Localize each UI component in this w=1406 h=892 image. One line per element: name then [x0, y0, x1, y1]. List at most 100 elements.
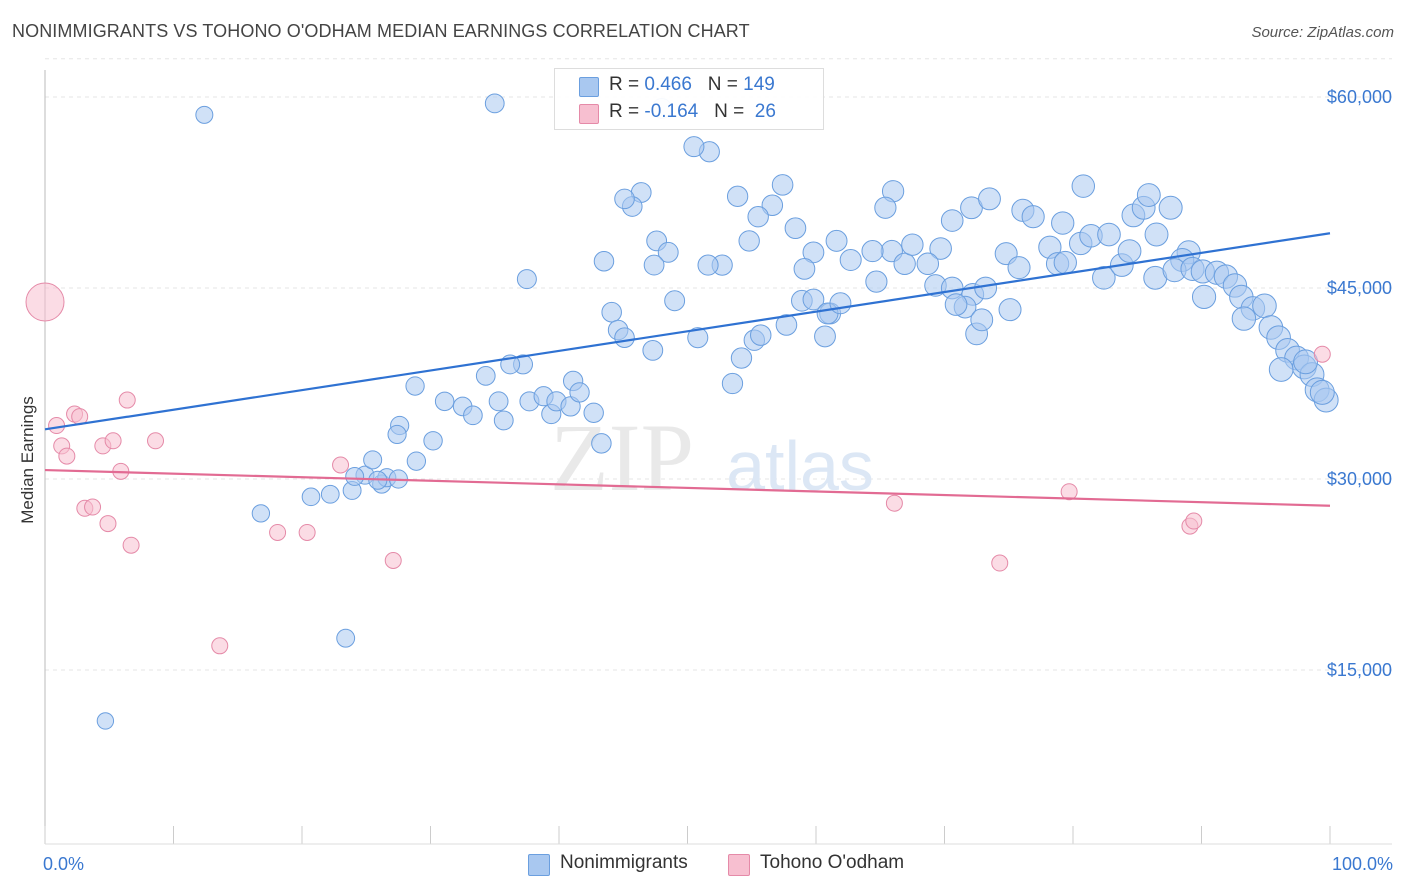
data-point — [493, 410, 514, 431]
r-label: R = — [609, 74, 645, 95]
data-point — [211, 637, 229, 655]
nonimmigrants-trend-line — [44, 232, 1331, 431]
tohono-points — [25, 282, 1331, 655]
data-point — [384, 551, 402, 569]
nonimmigrants-points — [96, 93, 1339, 730]
data-point — [944, 293, 968, 316]
data-point — [583, 402, 604, 423]
data-point — [423, 431, 443, 451]
data-point — [488, 391, 509, 412]
data-point — [298, 523, 316, 541]
data-point — [998, 298, 1022, 322]
data-point — [865, 270, 888, 293]
chart-title: NONIMMIGRANTS VS TOHONO O'ODHAM MEDIAN E… — [12, 21, 750, 41]
y-tick-label: $60,000 — [1327, 87, 1392, 107]
data-point — [1007, 256, 1031, 280]
data-point — [1268, 357, 1294, 382]
tohono-swatch — [579, 104, 599, 124]
data-point — [1092, 266, 1116, 290]
data-point — [387, 424, 407, 445]
data-point — [58, 447, 76, 465]
data-point — [1071, 174, 1096, 198]
data-point — [978, 187, 1001, 211]
data-point — [683, 136, 705, 158]
data-point — [99, 515, 117, 533]
data-point — [642, 340, 664, 361]
n-value: 26 — [749, 101, 776, 122]
data-point — [332, 456, 350, 474]
data-point — [25, 282, 65, 322]
data-point — [664, 290, 686, 312]
data-point — [195, 105, 214, 124]
data-point — [320, 484, 340, 504]
data-point — [1313, 345, 1331, 363]
data-point — [591, 433, 612, 454]
legend-label: Nonimmigrants — [560, 852, 688, 873]
n-label: N = — [714, 101, 750, 122]
data-point — [738, 230, 760, 252]
data-point — [463, 405, 483, 426]
data-point — [1136, 183, 1161, 207]
data-point — [122, 536, 140, 554]
r-label: R = — [609, 101, 645, 122]
data-point — [614, 327, 635, 348]
data-point — [697, 254, 719, 276]
nonimmigrants-swatch — [579, 77, 599, 97]
trend-lines — [44, 232, 1331, 507]
data-point — [406, 451, 427, 471]
data-point — [802, 241, 825, 264]
data-point — [761, 194, 784, 216]
y-tick-label: $30,000 — [1327, 469, 1392, 489]
data-point — [687, 327, 709, 349]
y-tick-label: $45,000 — [1327, 278, 1392, 298]
data-point — [929, 237, 952, 260]
data-point — [1117, 239, 1142, 263]
axes — [44, 70, 1392, 845]
stats-row-nonimmigrants: R = 0.466 N = 149 — [579, 74, 775, 98]
data-point — [104, 432, 122, 450]
source-credit: Source: ZipAtlas.com — [1251, 24, 1394, 41]
tick-labels: $15,000 $30,000 $45,000 $60,000 0.0% 100.0% — [43, 87, 1393, 874]
data-point — [747, 205, 769, 228]
data-point — [251, 504, 271, 523]
r-value: 0.466 — [644, 74, 692, 95]
data-point — [940, 209, 964, 232]
data-point — [593, 251, 615, 272]
stats-legend: R = 0.466 N = 149 R = -0.164 N = 26 — [554, 68, 824, 130]
tohono-trend-line — [44, 468, 1331, 507]
tohono-legend-swatch — [728, 854, 750, 876]
data-point — [614, 188, 635, 210]
x-tick-label: 0.0% — [43, 854, 84, 874]
data-point — [916, 252, 940, 276]
data-point — [750, 324, 772, 346]
data-point — [405, 376, 425, 396]
data-point — [569, 382, 590, 403]
data-point — [1097, 222, 1121, 247]
data-point — [730, 347, 753, 369]
data-point — [336, 628, 356, 648]
data-point — [345, 466, 365, 486]
data-point — [874, 196, 897, 219]
data-point — [1144, 222, 1169, 247]
data-point — [726, 185, 749, 207]
data-point — [269, 523, 287, 541]
data-point — [1051, 211, 1075, 235]
data-point — [784, 217, 807, 239]
data-point — [1060, 483, 1078, 501]
data-point — [1158, 195, 1183, 220]
stats-row-tohono: R = -0.164 N = 26 — [579, 101, 776, 125]
data-point — [814, 325, 836, 348]
data-point — [1053, 250, 1077, 275]
data-point — [802, 288, 825, 311]
legend-label: Tohono O'odham — [760, 852, 905, 873]
data-point — [829, 292, 852, 315]
data-point — [1185, 512, 1203, 530]
data-point — [775, 314, 798, 336]
n-label: N = — [707, 74, 744, 95]
data-point — [885, 494, 903, 512]
n-value: 149 — [743, 74, 775, 95]
data-point — [643, 254, 665, 276]
data-point — [721, 372, 744, 395]
data-point — [793, 258, 816, 280]
